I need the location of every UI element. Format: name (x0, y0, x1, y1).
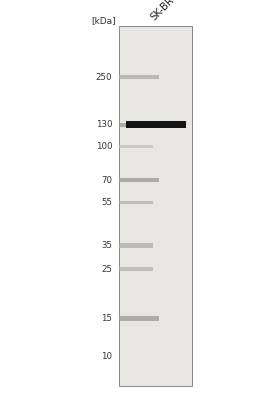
Text: 10: 10 (101, 352, 112, 361)
Text: [kDa]: [kDa] (92, 16, 116, 25)
Bar (119, 244, 153, 248)
Text: 25: 25 (101, 264, 112, 274)
Text: SK-BR-3: SK-BR-3 (148, 0, 183, 23)
Bar (126, 121, 186, 128)
Bar (119, 145, 153, 148)
Text: 35: 35 (101, 241, 112, 250)
Bar (119, 316, 159, 321)
Text: 55: 55 (101, 198, 112, 207)
Bar (119, 75, 159, 79)
Bar (119, 123, 159, 127)
Bar (119, 178, 159, 182)
Text: 130: 130 (96, 120, 112, 129)
Bar (119, 201, 153, 204)
Text: 100: 100 (96, 142, 112, 151)
Text: 70: 70 (101, 176, 112, 184)
Bar (119, 26, 192, 386)
Text: 15: 15 (101, 314, 112, 323)
Bar (119, 267, 153, 271)
Text: 250: 250 (96, 73, 112, 82)
